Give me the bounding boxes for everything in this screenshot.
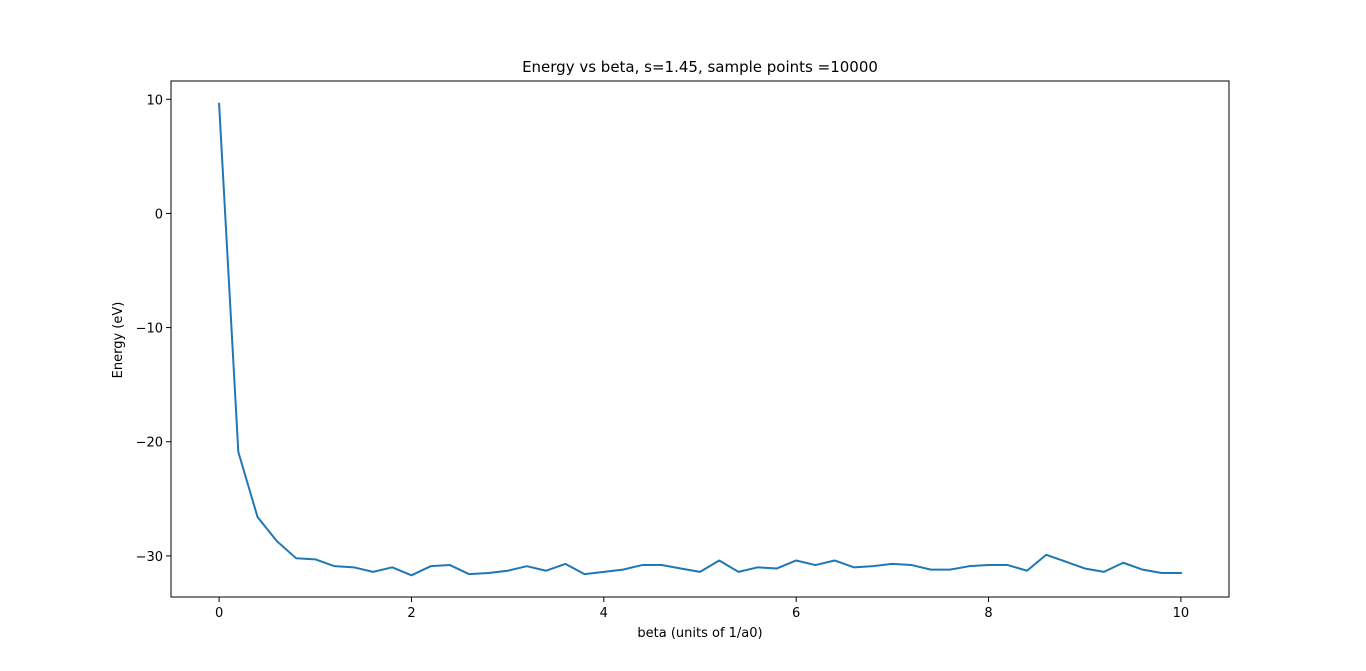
x-tick-label-1: 2 (407, 606, 415, 621)
y-tick-label-4: −30 (136, 550, 163, 565)
series-line-0 (218, 102, 1182, 577)
x-tick-label-0: 0 (215, 606, 223, 621)
plot-area: 0 2 4 6 8 10 10 0 −10 −20 −30 (136, 80, 1230, 621)
chart-title: Energy vs beta, s=1.45, sample points =1… (522, 58, 878, 76)
plot-frame (170, 80, 1230, 598)
x-tick-label-3: 6 (792, 606, 800, 621)
x-tick-label-5: 10 (1173, 606, 1190, 621)
x-axis-label: beta (units of 1/a0) (637, 626, 762, 641)
y-tick-label-2: −10 (136, 322, 163, 337)
y-tick-label-3: −20 (136, 436, 163, 451)
x-tick-label-4: 8 (984, 606, 992, 621)
y-axis-label: Energy (eV) (111, 302, 126, 379)
y-tick-label-1: 0 (155, 207, 163, 222)
x-tick-label-2: 4 (600, 606, 608, 621)
y-tick-label-0: 10 (146, 93, 163, 108)
